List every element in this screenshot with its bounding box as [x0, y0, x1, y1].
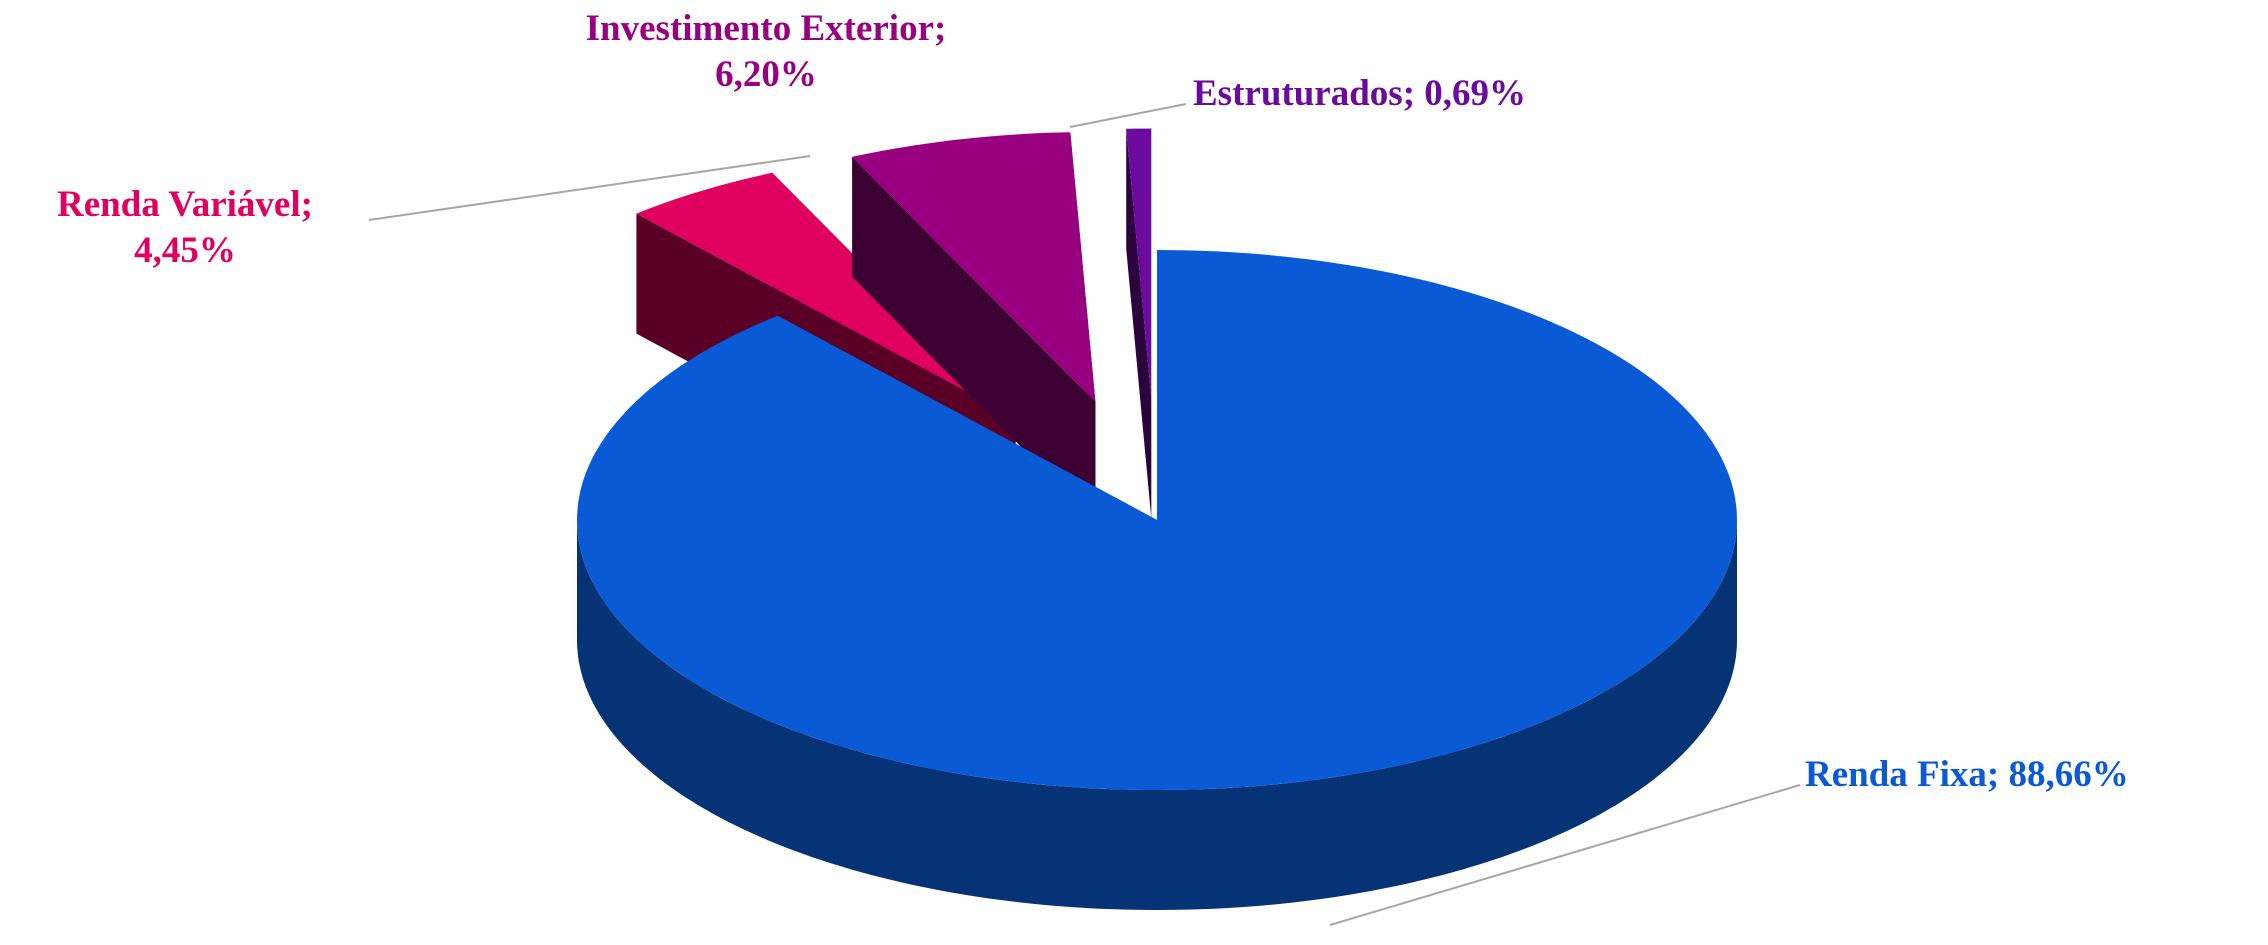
leader-line	[368, 155, 811, 221]
slice	[636, 172, 1016, 418]
data-label: Renda Fixa; 88,66%	[1805, 754, 2129, 795]
leader-line	[1069, 103, 1187, 128]
slice	[577, 250, 1737, 790]
data-label: Renda Variável; 4,45%	[57, 184, 313, 271]
slice-side	[852, 156, 1096, 522]
leader-line	[1329, 784, 1801, 926]
slice	[1126, 128, 1152, 399]
data-label: Investimento Exterior; 6,20%	[585, 8, 947, 95]
slice	[852, 132, 1096, 402]
slices	[577, 128, 1737, 910]
slice-side	[577, 520, 1737, 910]
data-label: Estruturados; 0,69%	[1193, 73, 1527, 114]
slice-side	[1126, 128, 1152, 519]
